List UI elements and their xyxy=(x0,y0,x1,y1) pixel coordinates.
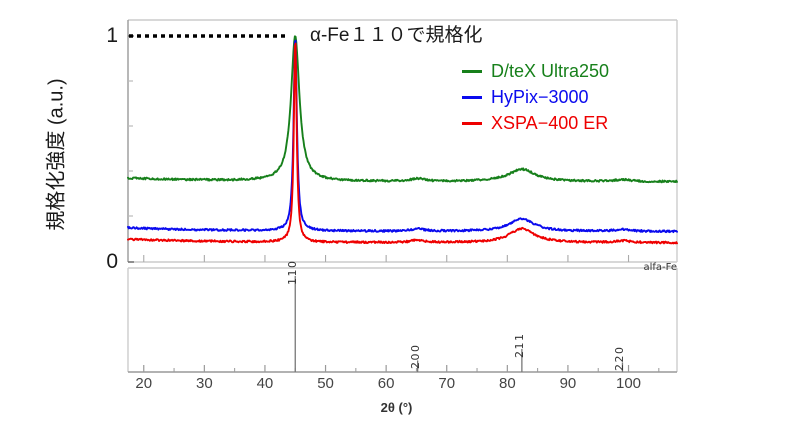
hkl-label: 220 xyxy=(613,345,627,372)
x-axis-label: 2θ (°) xyxy=(380,400,413,415)
legend-item-hypix[interactable]: HyPix−3000 xyxy=(462,84,609,110)
legend-swatch-hypix xyxy=(462,95,482,99)
x-tick-label: 80 xyxy=(498,375,516,392)
upper-panel-frame xyxy=(127,19,678,263)
legend-label-dtex: D/teX Ultra250 xyxy=(491,60,610,81)
x-tick-label: 70 xyxy=(438,375,456,392)
hkl-label: 211 xyxy=(512,332,526,358)
legend-swatch-dtex xyxy=(462,69,482,73)
legend-label-xspa: XSPA−400 ER xyxy=(491,112,609,133)
legend-swatch-xspa xyxy=(462,121,482,125)
x-tick-label: 60 xyxy=(377,375,395,392)
x-tick-label: 30 xyxy=(196,375,213,392)
x-tick-label: 90 xyxy=(559,375,577,392)
curve-hypix-3000 xyxy=(127,39,678,234)
chart-title: α-Fe１１０で規格化 xyxy=(310,25,483,46)
phase-label: alfa-Fe xyxy=(643,262,677,273)
y-tick-1: 1 xyxy=(106,24,118,47)
legend-item-dtex[interactable]: D/teX Ultra250 xyxy=(462,58,609,84)
curve-xspa-400-er xyxy=(127,42,678,245)
x-tick-label: 40 xyxy=(256,375,274,392)
series-curves xyxy=(127,35,678,245)
legend: D/teX Ultra250 HyPix−3000 XSPA−400 ER xyxy=(462,58,609,136)
x-axis-ticks xyxy=(143,255,660,372)
stick-pattern xyxy=(294,276,624,372)
x-tick-label: 20 xyxy=(135,375,153,392)
lower-panel-frame xyxy=(127,267,678,373)
curve-dtex-ultra250 xyxy=(127,35,678,184)
hkl-label: 110 xyxy=(286,259,300,286)
legend-item-xspa[interactable]: XSPA−400 ER xyxy=(462,110,609,136)
legend-label-hypix: HyPix−3000 xyxy=(491,86,589,107)
x-tick-label: 100 xyxy=(616,375,642,392)
hkl-label: 200 xyxy=(408,343,422,370)
y-tick-0: 0 xyxy=(106,250,118,273)
x-tick-label: 50 xyxy=(317,375,334,392)
